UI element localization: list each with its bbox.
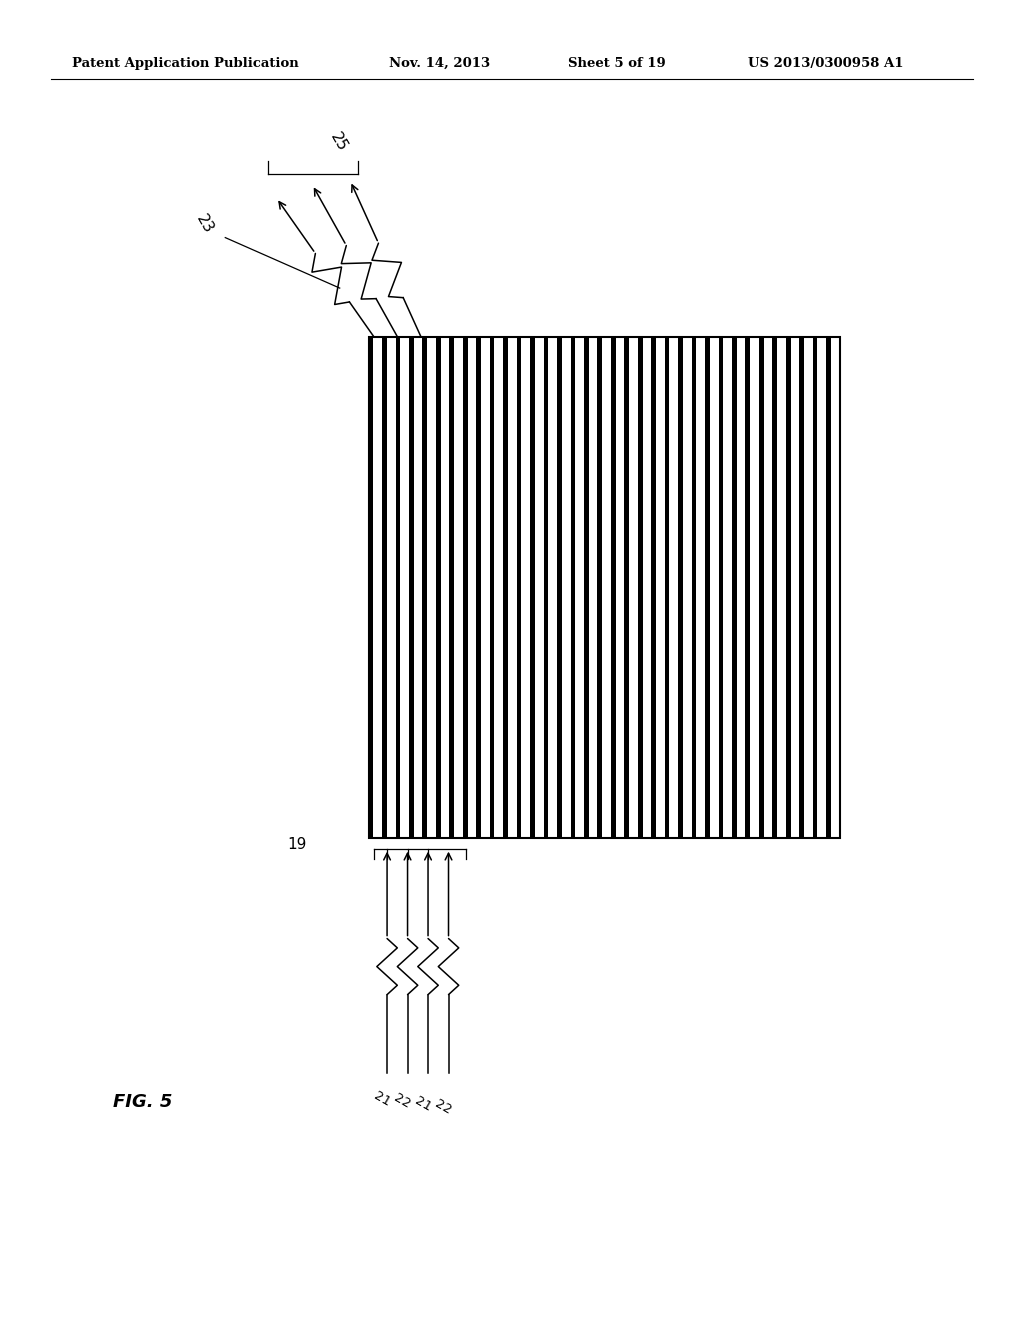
Text: 21: 21 <box>372 1089 392 1109</box>
Bar <box>706 337 710 838</box>
Text: 23: 23 <box>194 213 216 236</box>
Bar <box>691 337 696 838</box>
Bar <box>369 337 840 838</box>
Text: 19: 19 <box>288 837 306 853</box>
Bar <box>597 337 602 838</box>
Text: Sheet 5 of 19: Sheet 5 of 19 <box>568 57 666 70</box>
Bar <box>611 337 615 838</box>
Text: Patent Application Publication: Patent Application Publication <box>72 57 298 70</box>
Bar <box>570 337 575 838</box>
Bar <box>409 337 414 838</box>
Bar <box>719 337 723 838</box>
Bar <box>813 337 817 838</box>
Bar <box>651 337 656 838</box>
Bar <box>785 337 791 838</box>
Bar <box>638 337 642 838</box>
Bar <box>503 337 508 838</box>
Bar <box>436 337 440 838</box>
Text: US 2013/0300958 A1: US 2013/0300958 A1 <box>748 57 903 70</box>
Bar <box>678 337 683 838</box>
Bar <box>557 337 562 838</box>
Bar <box>665 337 670 838</box>
Bar <box>517 337 521 838</box>
Text: Nov. 14, 2013: Nov. 14, 2013 <box>389 57 490 70</box>
Bar <box>369 337 374 838</box>
Bar <box>423 337 427 838</box>
Bar <box>800 337 804 838</box>
Bar <box>732 337 736 838</box>
Text: FIG. 5: FIG. 5 <box>113 1093 172 1111</box>
Bar <box>463 337 468 838</box>
Bar <box>826 337 830 838</box>
Bar <box>382 337 387 838</box>
Bar <box>476 337 481 838</box>
Text: 22: 22 <box>392 1092 413 1111</box>
Text: 25: 25 <box>328 131 350 154</box>
Bar <box>530 337 535 838</box>
Bar <box>395 337 400 838</box>
Bar <box>759 337 764 838</box>
Bar <box>772 337 777 838</box>
Bar <box>584 337 589 838</box>
Text: 21: 21 <box>413 1094 433 1114</box>
Bar <box>369 337 840 838</box>
Bar <box>450 337 454 838</box>
Bar <box>625 337 629 838</box>
Bar <box>489 337 495 838</box>
Text: 22: 22 <box>433 1097 454 1117</box>
Bar <box>745 337 751 838</box>
Bar <box>544 337 548 838</box>
